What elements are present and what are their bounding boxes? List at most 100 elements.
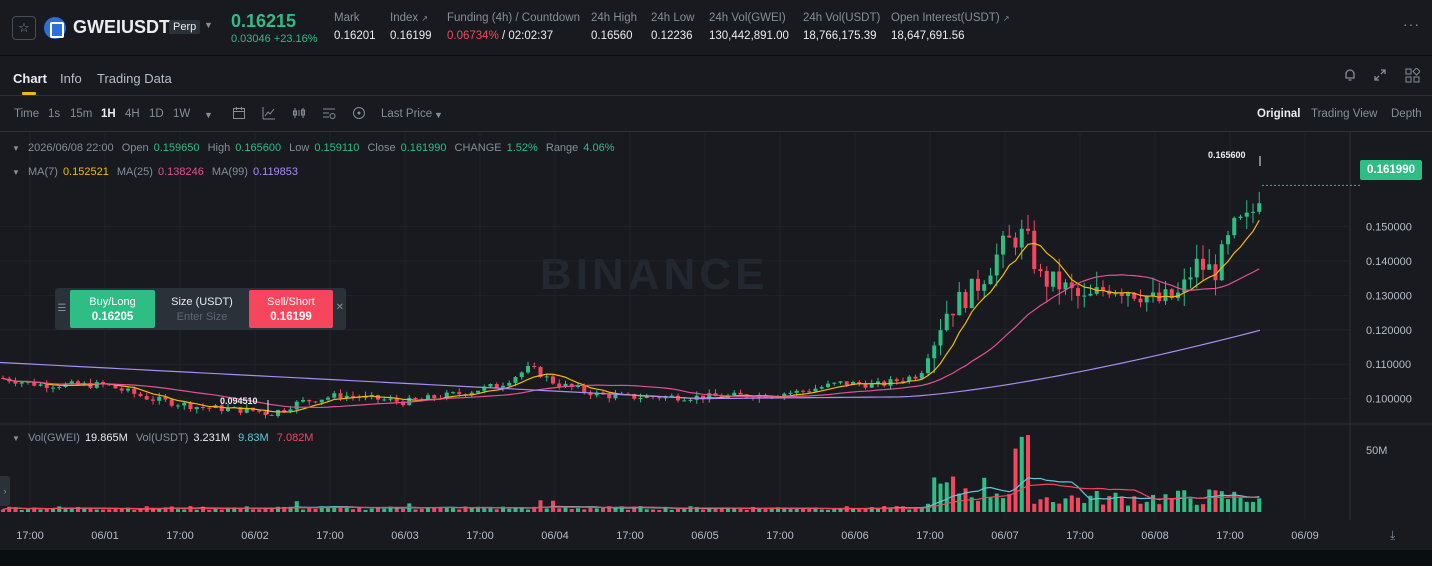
stat-24h-vol-usdt: 24h Vol(USDT) 18,766,175.39 [803,12,881,42]
close-icon[interactable]: ✕ [335,302,344,313]
chevron-right-icon[interactable]: › [0,476,10,506]
current-price-tag: 0.161990 [1360,160,1422,180]
size-input[interactable] [162,311,242,323]
candle-body [707,393,712,400]
indicator-icon[interactable] [291,106,307,122]
candle-body [1132,293,1137,299]
candle-body [101,382,105,385]
candle-body [401,401,405,406]
chevron-down-icon[interactable]: ▼ [204,20,213,30]
candle-body [657,397,662,399]
sell-short-button[interactable]: Sell/Short 0.16199 [249,290,333,328]
volume-bar [438,506,443,512]
volume-bar [694,506,699,512]
tab-chart[interactable]: Chart [13,71,47,86]
interval-1h[interactable]: 1H [101,108,116,120]
candle-body [851,382,855,385]
last-price: 0.16215 [231,11,297,31]
settings-list-icon[interactable] [321,106,337,122]
candle-body [544,376,549,378]
active-tab-indicator [22,92,36,95]
view-depth[interactable]: Depth [1391,108,1422,120]
volume-bar [1251,501,1255,512]
candle-body [1201,258,1205,270]
volume-bar [501,506,505,512]
tab-info[interactable]: Info [60,71,82,86]
drag-handle-icon[interactable]: ☰ [57,303,67,314]
candle-body [1,377,5,379]
add-indicator-icon[interactable] [351,106,367,122]
candle-body [557,383,562,387]
star-icon[interactable]: ☆ [12,16,36,40]
stat-open-interest[interactable]: Open Interest(USDT) ↗ 18,647,691.56 [891,12,1010,42]
candle-body [1163,289,1168,302]
chevron-down-icon[interactable]: ▼ [434,110,443,120]
candle-body [57,387,62,389]
candle-body [307,399,312,402]
volume-bar [282,506,287,512]
volume-bar [1188,498,1193,512]
candle-body [113,385,118,389]
more-icon[interactable]: ··· [1403,16,1420,32]
x-tick-label: 17:00 [166,530,194,542]
candle-body [951,313,955,316]
candle-body [1207,264,1212,270]
interval-4h[interactable]: 4H [125,108,140,120]
view-trading-view[interactable]: Trading View [1311,108,1378,120]
line-chart-icon[interactable] [261,106,277,122]
candle-body [794,390,799,393]
candle-body [294,401,299,410]
fit-to-screen-icon[interactable]: ⤓ [1390,528,1396,542]
bell-icon[interactable] [1342,68,1358,84]
tab-trading-data[interactable]: Trading Data [97,71,172,86]
chart-area[interactable]: BINANCE 0.150000 0.140000 0.130000 0.120000… [0,132,1432,520]
candle-body [819,387,824,389]
candle-body [194,407,199,410]
buy-long-button[interactable]: Buy/Long 0.16205 [70,290,155,328]
volume-bar [7,506,12,512]
volume-bar [913,507,918,512]
x-tick-label: 17:00 [616,530,644,542]
volume-bar [51,508,55,512]
layout-grid-icon[interactable] [1404,67,1421,84]
volume-bar [263,507,268,512]
candle-body [682,400,687,402]
volume-bar [1032,503,1037,512]
volume-bar [544,508,549,512]
ohlc-legend: ▼ 2026/06/08 22:00 Open 0.159650 High 0.16… [12,142,615,154]
calendar-icon[interactable] [231,106,247,122]
volume-bar [776,507,780,512]
interval-1d[interactable]: 1D [149,108,164,120]
x-tick-label: 06/01 [91,530,119,542]
volume-bar [938,483,943,512]
candle-body [957,292,962,316]
price-type-select[interactable]: Last Price [381,108,433,120]
candle-body [1101,287,1105,291]
symbol-name[interactable]: GWEIUSDT [73,17,170,37]
volume-bar [651,509,655,512]
volume-bar [451,507,455,512]
interval-15m[interactable]: 15m [70,108,93,120]
volume-bar [394,507,399,512]
volume-bar [169,506,174,512]
view-original[interactable]: Original [1257,108,1301,120]
price-change: 0.03046 +23.16% [231,33,318,45]
volume-bar [957,493,962,512]
volume-bar [838,508,843,512]
candle-body [238,406,243,413]
volume-bar [476,506,480,512]
candle-body [938,330,943,346]
volume-bar [226,507,230,512]
interval-1w[interactable]: 1W [173,108,191,120]
stat-index[interactable]: Index ↗ 0.16199 [390,12,432,42]
interval-1s[interactable]: 1s [48,108,61,120]
volume-bar [1201,504,1205,512]
x-tick-label: 17:00 [16,530,44,542]
coin-logo-icon [44,17,66,39]
chevron-down-icon[interactable]: ▼ [204,110,213,120]
volume-bar [969,497,974,512]
volume-bar [726,507,730,512]
volume-bar [1169,498,1174,512]
low-callout: 0.094510 [220,396,258,406]
expand-icon[interactable] [1372,68,1388,84]
